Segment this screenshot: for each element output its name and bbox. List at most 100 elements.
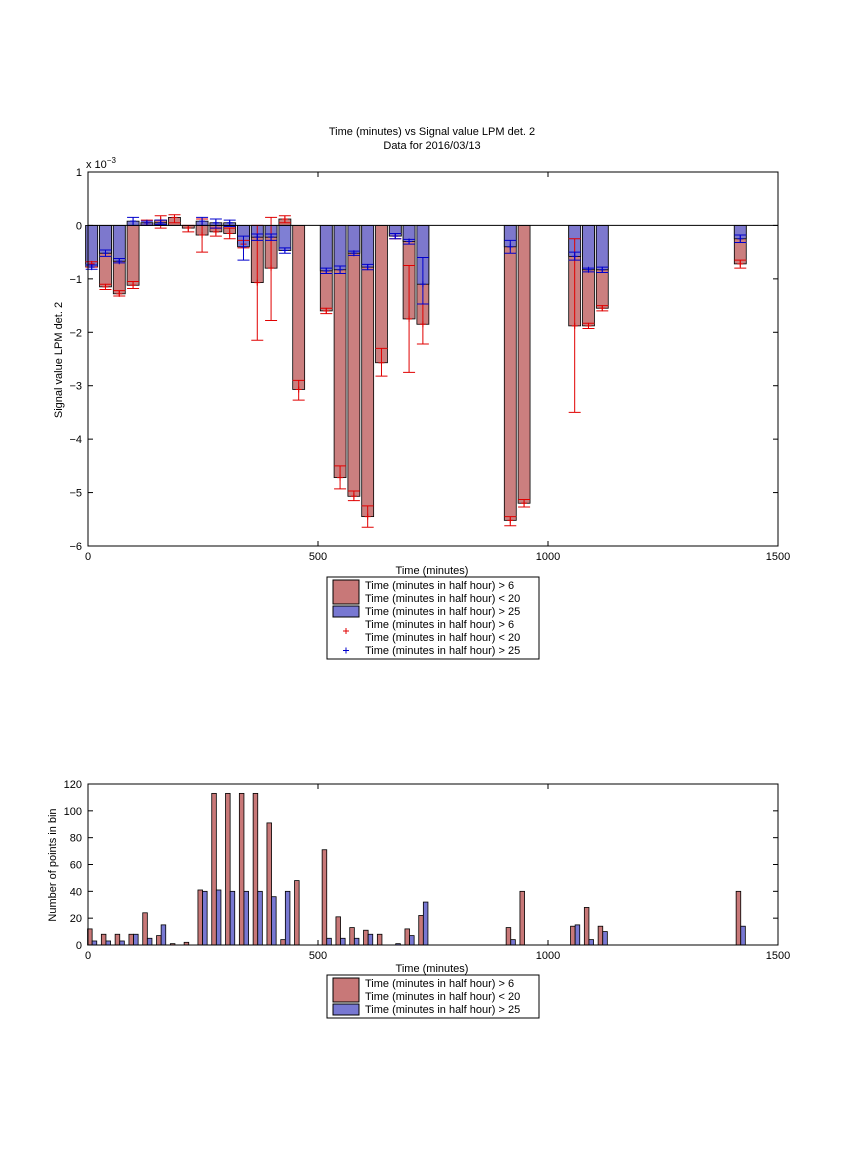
count-bar	[142, 912, 148, 946]
x-tick-label: 1500	[766, 950, 790, 962]
signal-bar	[319, 225, 333, 272]
count-bar	[602, 931, 608, 946]
mean-marker	[281, 247, 288, 254]
count-bar	[740, 925, 746, 946]
legend-label: Time (minutes in half hour) > 6	[365, 619, 514, 631]
mean-marker	[212, 228, 219, 235]
mean-marker	[392, 233, 399, 240]
count-bar	[225, 792, 231, 946]
mean-marker	[337, 266, 344, 273]
count-bar	[266, 822, 272, 946]
y-tick-label: 120	[64, 779, 82, 791]
mean-marker	[737, 260, 744, 267]
mean-marker	[88, 264, 95, 271]
mean-marker	[585, 266, 592, 273]
mean-marker	[364, 513, 371, 520]
y-tick-label: −6	[69, 541, 82, 553]
y-tick-label: −2	[69, 327, 82, 339]
count-bar	[376, 933, 383, 946]
y-tick-label: −4	[69, 434, 82, 446]
count-bar	[146, 937, 153, 946]
count-bar	[409, 935, 415, 946]
mean-marker	[350, 493, 357, 500]
count-bar	[321, 849, 328, 946]
mean-marker	[116, 290, 123, 297]
legend-label: Time (minutes in half hour) < 20	[365, 593, 520, 605]
count-bar	[349, 927, 355, 946]
mean-marker	[157, 219, 164, 226]
count-bar	[340, 937, 346, 946]
count-bar	[243, 890, 249, 946]
mean-marker	[102, 283, 109, 290]
count-bar	[91, 940, 98, 946]
count-bar	[284, 890, 291, 946]
mean-marker	[323, 307, 330, 314]
count-bar	[271, 896, 277, 946]
count-bar	[202, 890, 208, 946]
signal-bar	[278, 225, 292, 251]
chart-title: Time (minutes) vs Signal value LPM det. …	[329, 126, 535, 138]
count-bar	[100, 933, 107, 946]
x-tick-label: 1000	[536, 551, 560, 563]
mean-marker	[350, 250, 357, 257]
mean-marker	[585, 322, 592, 329]
signal-bar	[333, 225, 347, 271]
mean-marker	[406, 315, 413, 322]
plot-frame	[87, 783, 779, 946]
legend-label: Time (minutes in half hour) > 25	[365, 606, 520, 618]
count-bar	[335, 916, 341, 946]
mean-marker	[254, 234, 261, 241]
mean-marker	[102, 250, 109, 257]
count-bar	[326, 937, 332, 946]
x-tick-label: 0	[85, 950, 91, 962]
count-bar	[215, 889, 222, 946]
x-tick-label: 1500	[766, 551, 790, 563]
count-bar	[119, 940, 125, 946]
x-axis-label: Time (minutes)	[396, 565, 469, 577]
mean-marker	[212, 219, 219, 226]
mean-marker	[737, 235, 744, 242]
legend-label: Time (minutes in half hour) > 6	[365, 580, 514, 592]
legend-label: Time (minutes in half hour) < 20	[365, 632, 520, 644]
count-bar	[597, 925, 604, 946]
mean-marker	[295, 386, 302, 393]
signal-bar	[347, 225, 361, 497]
count-bar	[519, 890, 525, 946]
x-tick-label: 500	[309, 551, 327, 563]
mean-marker	[337, 474, 344, 481]
mean-marker	[507, 243, 514, 250]
legend-swatch	[332, 579, 360, 605]
mean-marker	[240, 243, 247, 250]
count-bar	[363, 929, 369, 946]
x-axis-label: Time (minutes)	[396, 963, 469, 975]
mean-marker	[281, 216, 288, 223]
count-bar	[422, 901, 429, 946]
count-bar	[160, 924, 167, 946]
mean-marker	[521, 500, 528, 507]
y-tick-label: 100	[64, 806, 82, 818]
signal-bar	[85, 225, 99, 268]
count-bar	[583, 907, 590, 946]
count-bar	[229, 890, 236, 946]
x-tick-label: 500	[309, 950, 327, 962]
legend-box	[326, 974, 540, 1019]
mean-marker	[599, 305, 606, 312]
count-bar	[105, 940, 111, 946]
signal-bar	[375, 225, 388, 364]
plot-frame	[87, 171, 779, 547]
legend-marker	[343, 628, 349, 634]
signal-bar	[503, 225, 517, 521]
mean-marker	[199, 232, 206, 239]
y-tick-label: 80	[70, 833, 82, 845]
count-bar	[114, 933, 121, 946]
legend-swatch	[332, 977, 360, 1003]
x-tick-label: 1000	[536, 950, 560, 962]
y-axis-label: Number of points in bin	[47, 808, 59, 921]
mean-marker	[599, 266, 606, 273]
mean-marker	[171, 214, 178, 221]
mean-marker	[364, 264, 371, 271]
legend-swatch	[332, 605, 360, 618]
